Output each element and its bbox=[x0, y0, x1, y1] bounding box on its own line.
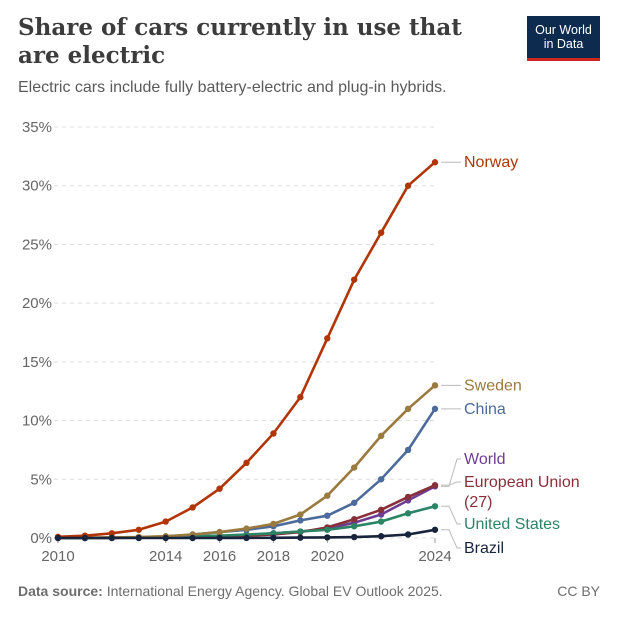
data-point-european-union-27[interactable] bbox=[377, 506, 385, 514]
owid-logo[interactable]: Our World in Data bbox=[527, 16, 600, 61]
series-end-labels: Norway Sweden China World European Union (27)… bbox=[441, 154, 580, 557]
label-leader-european-union-27 bbox=[441, 481, 461, 486]
data-point-norway[interactable] bbox=[135, 526, 142, 533]
data-point-brazil[interactable] bbox=[108, 534, 116, 542]
data-point-china[interactable] bbox=[431, 405, 439, 413]
series-label-brazil[interactable]: Brazil bbox=[464, 540, 504, 557]
data-point-norway[interactable] bbox=[404, 182, 412, 189]
source-text: International Energy Agency. Global EV O… bbox=[102, 583, 443, 599]
chart-subtitle: Electric cars include fully battery-elec… bbox=[18, 79, 447, 96]
x-tick-label: 2016 bbox=[203, 548, 236, 565]
x-tick-label: 2018 bbox=[257, 548, 290, 565]
data-point-norway[interactable] bbox=[243, 459, 250, 467]
x-tick-label: 2020 bbox=[311, 548, 344, 565]
data-point-china[interactable] bbox=[324, 512, 331, 519]
label-leader-united-states bbox=[441, 505, 461, 525]
x-tick-label: 2010 bbox=[41, 548, 74, 565]
data-point-china[interactable] bbox=[351, 499, 358, 506]
data-point-united-states[interactable] bbox=[377, 518, 385, 525]
data-point-norway[interactable] bbox=[324, 335, 331, 342]
data-point-norway[interactable] bbox=[108, 530, 116, 537]
data-point-china[interactable] bbox=[404, 446, 412, 454]
data-point-brazil[interactable] bbox=[270, 534, 277, 541]
data-point-brazil[interactable] bbox=[324, 534, 331, 541]
data-point-united-states[interactable] bbox=[404, 510, 412, 517]
y-tick-label: 35% bbox=[22, 119, 52, 136]
chart-title: Share of cars currently in use that are … bbox=[18, 14, 462, 69]
data-point-sweden[interactable] bbox=[351, 464, 358, 471]
data-point-norway[interactable] bbox=[189, 504, 196, 511]
data-point-united-states[interactable] bbox=[431, 503, 439, 510]
series-line-china[interactable] bbox=[58, 408, 437, 540]
data-point-sweden[interactable] bbox=[431, 382, 439, 389]
series-label-united-states[interactable]: United States bbox=[464, 516, 560, 533]
data-point-european-union-27[interactable] bbox=[351, 516, 358, 523]
data-point-sweden[interactable] bbox=[377, 432, 385, 440]
data-point-united-states[interactable] bbox=[324, 526, 331, 533]
y-tick-label: 30% bbox=[22, 178, 52, 195]
logo-line-1: Our World bbox=[535, 23, 592, 37]
data-point-sweden[interactable] bbox=[243, 525, 250, 532]
series-label-world[interactable]: World bbox=[464, 451, 506, 468]
y-tick-label: 0% bbox=[30, 530, 52, 547]
series-label-norway[interactable]: Norway bbox=[464, 154, 518, 171]
data-point-china[interactable] bbox=[297, 517, 304, 524]
data-point-sweden[interactable] bbox=[216, 528, 223, 536]
data-point-world[interactable] bbox=[377, 511, 385, 518]
y-tick-label: 10% bbox=[22, 413, 52, 430]
data-point-brazil[interactable] bbox=[81, 534, 89, 542]
data-point-norway[interactable] bbox=[162, 518, 169, 525]
series-label-european-union-27[interactable]: European Union bbox=[464, 474, 580, 491]
data-point-european-union-27[interactable] bbox=[404, 493, 412, 501]
data-point-brazil[interactable] bbox=[162, 534, 169, 542]
data-point-sweden[interactable] bbox=[297, 511, 304, 518]
data-point-brazil[interactable] bbox=[54, 534, 62, 542]
grid-lines bbox=[54, 126, 437, 539]
data-point-norway[interactable] bbox=[377, 229, 385, 236]
data-point-brazil[interactable] bbox=[243, 534, 250, 542]
series-label-china[interactable]: China bbox=[464, 401, 506, 418]
data-point-brazil[interactable] bbox=[135, 534, 142, 542]
x-tick-label: 2014 bbox=[149, 548, 182, 565]
line-chart: 0% 5% 10% 15% 20% 25% 30% 35% 2010 2014 2016 2018 20… bbox=[22, 119, 580, 565]
data-point-sweden[interactable] bbox=[404, 405, 412, 413]
data-point-sweden[interactable] bbox=[270, 520, 277, 528]
data-point-united-states[interactable] bbox=[270, 530, 277, 537]
data-point-norway[interactable] bbox=[297, 393, 304, 401]
y-tick-label: 15% bbox=[22, 354, 52, 371]
data-point-norway[interactable] bbox=[351, 276, 358, 283]
data-point-brazil[interactable] bbox=[216, 534, 223, 542]
y-tick-label: 5% bbox=[30, 471, 52, 488]
x-tick-label: 2024 bbox=[418, 548, 451, 565]
data-point-brazil[interactable] bbox=[297, 534, 304, 541]
data-point-brazil[interactable] bbox=[431, 526, 439, 533]
data-point-brazil[interactable] bbox=[377, 533, 385, 540]
license-link[interactable]: CC BY bbox=[557, 583, 600, 599]
series-lines bbox=[54, 159, 439, 542]
y-tick-label: 25% bbox=[22, 236, 52, 253]
series-label-sweden[interactable]: Sweden bbox=[464, 377, 522, 394]
axis-tick-labels: 0% 5% 10% 15% 20% 25% 30% 35% 2010 2014 2016 2018 20… bbox=[22, 119, 452, 565]
data-point-china[interactable] bbox=[377, 476, 385, 483]
data-point-brazil[interactable] bbox=[404, 531, 412, 538]
label-leader-world bbox=[441, 458, 461, 487]
series-label-european-union-27[interactable]: (27) bbox=[464, 494, 492, 511]
data-point-united-states[interactable] bbox=[297, 528, 304, 535]
data-point-brazil[interactable] bbox=[351, 533, 358, 541]
data-point-norway[interactable] bbox=[216, 485, 223, 492]
data-point-european-union-27[interactable] bbox=[431, 481, 439, 489]
data-point-sweden[interactable] bbox=[324, 492, 331, 499]
source-label: Data source: bbox=[18, 583, 103, 599]
logo-line-2: in Data bbox=[543, 37, 584, 51]
data-point-brazil[interactable] bbox=[189, 534, 196, 542]
label-leader-brazil bbox=[441, 529, 461, 549]
y-tick-label: 20% bbox=[22, 295, 52, 312]
data-point-norway[interactable] bbox=[270, 430, 277, 437]
chart-footer: Data source: International Energy Agency… bbox=[18, 583, 600, 599]
data-point-norway[interactable] bbox=[431, 159, 439, 166]
data-point-united-states[interactable] bbox=[351, 523, 358, 530]
